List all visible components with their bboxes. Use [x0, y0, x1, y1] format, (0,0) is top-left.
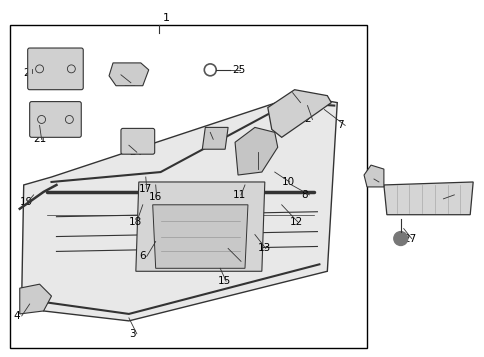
- Text: 3: 3: [129, 329, 135, 339]
- Text: 1: 1: [162, 13, 169, 23]
- Text: 13: 13: [257, 243, 271, 253]
- FancyBboxPatch shape: [28, 48, 83, 90]
- Text: 6: 6: [138, 251, 145, 261]
- Polygon shape: [363, 165, 383, 187]
- Text: 25: 25: [232, 65, 245, 75]
- Polygon shape: [136, 182, 264, 271]
- Text: 9: 9: [249, 164, 256, 174]
- Text: 24: 24: [129, 147, 142, 157]
- FancyBboxPatch shape: [121, 129, 154, 154]
- Text: 10: 10: [281, 177, 294, 187]
- Text: 26: 26: [445, 190, 459, 200]
- Polygon shape: [202, 127, 227, 149]
- Polygon shape: [20, 284, 51, 314]
- Polygon shape: [109, 63, 149, 86]
- Text: 14: 14: [233, 256, 246, 266]
- Polygon shape: [235, 127, 277, 175]
- Text: 15: 15: [218, 276, 231, 286]
- Text: 7: 7: [336, 120, 343, 130]
- Text: 27: 27: [403, 233, 416, 243]
- Text: 8: 8: [301, 190, 307, 200]
- Polygon shape: [22, 96, 336, 321]
- FancyBboxPatch shape: [30, 102, 81, 137]
- Text: 2: 2: [304, 115, 311, 125]
- Text: 17: 17: [138, 184, 152, 194]
- Text: 21: 21: [33, 134, 47, 144]
- Text: 28: 28: [370, 177, 383, 187]
- Text: 19: 19: [20, 197, 33, 207]
- Polygon shape: [383, 182, 472, 215]
- Text: 16: 16: [149, 192, 162, 202]
- Text: 20: 20: [24, 68, 37, 78]
- Polygon shape: [152, 205, 247, 268]
- Text: 4: 4: [14, 311, 20, 321]
- Text: 12: 12: [289, 217, 302, 227]
- Text: 11: 11: [233, 190, 246, 200]
- Text: 23: 23: [205, 134, 218, 144]
- Bar: [10, 25, 366, 348]
- Polygon shape: [267, 90, 331, 137]
- Text: 18: 18: [129, 217, 142, 227]
- Circle shape: [393, 232, 407, 246]
- Text: 5: 5: [292, 97, 299, 107]
- Text: 22: 22: [122, 78, 136, 88]
